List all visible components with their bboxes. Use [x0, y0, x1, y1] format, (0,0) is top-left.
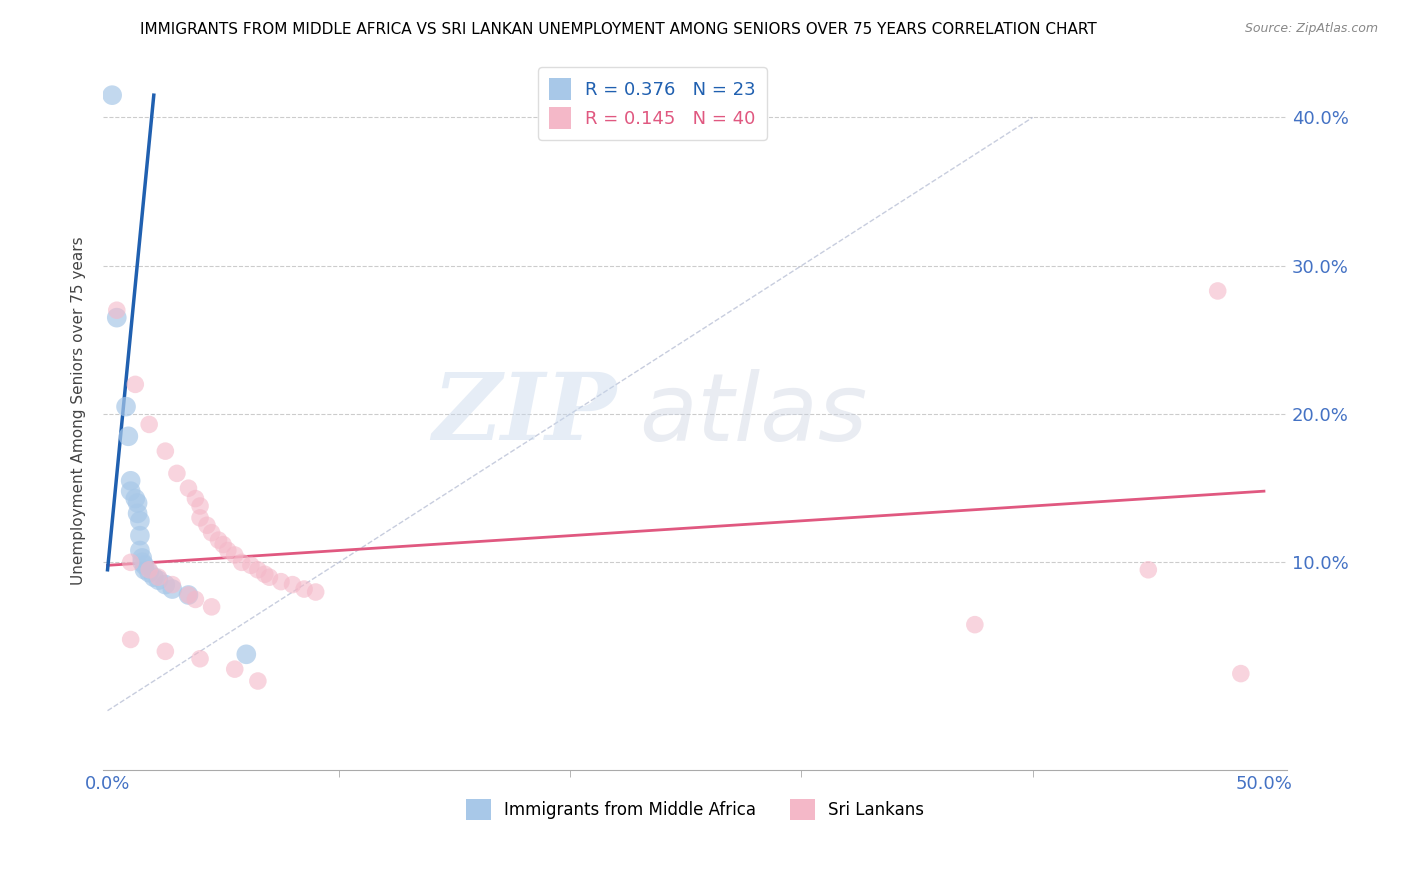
Point: [246, 563, 269, 577]
Point: [253, 567, 276, 582]
Point: [148, 573, 170, 587]
Point: [188, 511, 211, 525]
Point: [120, 474, 142, 488]
Point: [188, 499, 211, 513]
Text: IMMIGRANTS FROM MIDDLE AFRICA VS SRI LANKAN UNEMPLOYMENT AMONG SENIORS OVER 75 Y: IMMIGRANTS FROM MIDDLE AFRICA VS SRI LAN…: [141, 22, 1097, 37]
Point: [162, 582, 184, 596]
Point: [105, 310, 128, 325]
Point: [129, 514, 152, 528]
Point: [270, 574, 292, 589]
Point: [201, 599, 224, 614]
Point: [138, 417, 160, 432]
Point: [201, 525, 224, 540]
Point: [1230, 666, 1253, 681]
Point: [177, 588, 200, 602]
Point: [142, 570, 165, 584]
Point: [212, 537, 235, 551]
Point: [177, 588, 200, 602]
Point: [184, 592, 207, 607]
Y-axis label: Unemployment Among Seniors over 75 years: Unemployment Among Seniors over 75 years: [72, 236, 86, 584]
Point: [207, 533, 229, 548]
Point: [134, 563, 156, 577]
Point: [131, 555, 153, 569]
Point: [155, 577, 177, 591]
Point: [155, 644, 177, 658]
Point: [120, 632, 142, 647]
Point: [224, 662, 246, 676]
Legend: Immigrants from Middle Africa, Sri Lankans: Immigrants from Middle Africa, Sri Lanka…: [460, 793, 931, 826]
Point: [120, 484, 142, 499]
Point: [138, 563, 160, 577]
Text: atlas: atlas: [640, 368, 868, 459]
Point: [120, 555, 142, 569]
Point: [155, 444, 177, 458]
Point: [166, 467, 188, 481]
Point: [134, 558, 156, 573]
Point: [184, 491, 207, 506]
Text: Source: ZipAtlas.com: Source: ZipAtlas.com: [1244, 22, 1378, 36]
Text: ZIP: ZIP: [432, 369, 616, 459]
Point: [224, 548, 246, 562]
Point: [259, 570, 281, 584]
Point: [1137, 563, 1160, 577]
Point: [127, 496, 149, 510]
Point: [129, 529, 152, 543]
Point: [246, 673, 269, 688]
Point: [124, 377, 146, 392]
Point: [117, 429, 139, 443]
Point: [235, 648, 257, 662]
Point: [1206, 284, 1229, 298]
Point: [281, 577, 304, 591]
Point: [217, 543, 239, 558]
Point: [131, 550, 153, 565]
Point: [162, 577, 184, 591]
Point: [105, 303, 128, 318]
Point: [129, 543, 152, 558]
Point: [963, 617, 986, 632]
Point: [177, 481, 200, 495]
Point: [292, 582, 315, 596]
Point: [115, 400, 138, 414]
Point: [127, 507, 149, 521]
Point: [188, 652, 211, 666]
Point: [305, 585, 328, 599]
Point: [239, 558, 262, 573]
Point: [101, 88, 124, 103]
Point: [124, 491, 146, 506]
Point: [231, 555, 253, 569]
Point: [138, 566, 160, 580]
Point: [148, 570, 170, 584]
Point: [195, 518, 218, 533]
